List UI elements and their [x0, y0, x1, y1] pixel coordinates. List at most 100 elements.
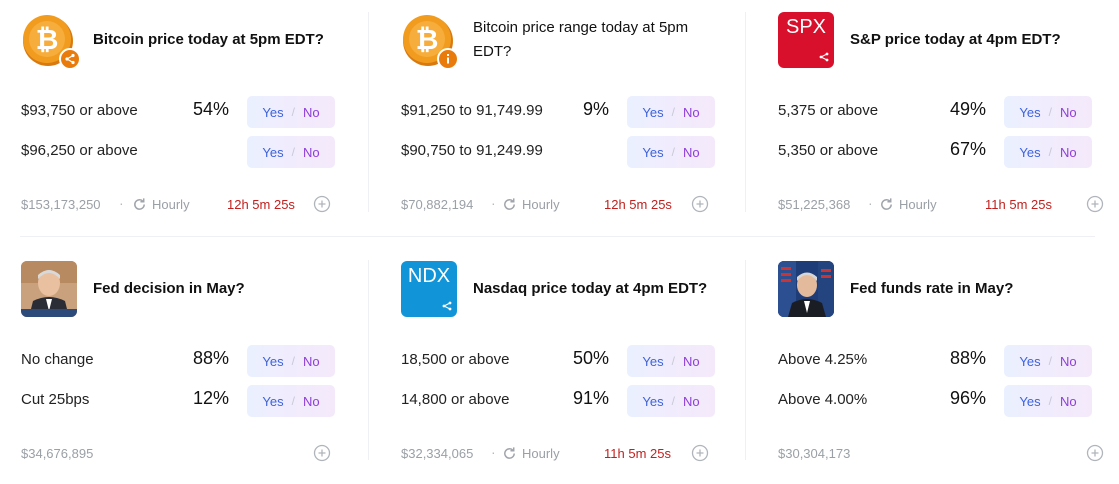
outcome-row: 14,800 or above 91% Yes / No: [401, 385, 715, 417]
outcome-probability: 50%: [572, 348, 609, 368]
no-button[interactable]: No: [1059, 104, 1077, 120]
no-button[interactable]: No: [1059, 144, 1077, 160]
market-card-bitcoin-range[interactable]: ₿ Bitcoin price range today at 5pm EDT? …: [401, 12, 715, 213]
yes-button[interactable]: Yes: [262, 144, 284, 160]
market-footer: $51,225,368 · Hourly 11h 5m 25s: [778, 195, 1104, 215]
recurrence-label: Hourly: [899, 197, 937, 212]
market-title[interactable]: Fed funds rate in May?: [850, 280, 1014, 297]
plus-circle-icon[interactable]: [1086, 195, 1104, 213]
bitcoin-coin-icon: ₿: [21, 12, 81, 70]
outcome-label: Above 4.25%: [778, 351, 868, 368]
yes-no-buttons: Yes / No: [247, 345, 335, 377]
no-button[interactable]: No: [682, 353, 700, 369]
column-divider: [368, 12, 369, 212]
no-button[interactable]: No: [302, 104, 320, 120]
market-card-fed-funds-rate[interactable]: Fed funds rate in May? Above 4.25% 88% Y…: [778, 261, 1104, 462]
plus-circle-icon[interactable]: [313, 444, 331, 462]
yes-button[interactable]: Yes: [1019, 144, 1041, 160]
divider-slash: /: [1048, 394, 1052, 408]
separator-dot: ·: [868, 195, 873, 211]
divider-slash: /: [291, 105, 295, 119]
outcome-probability: 49%: [949, 99, 986, 119]
yes-button[interactable]: Yes: [1019, 353, 1041, 369]
outcome-probability: 54%: [192, 99, 229, 119]
market-card-sp500[interactable]: SPX S&P price today at 4pm EDT? 5,375 or…: [778, 12, 1104, 213]
outcome-row: Above 4.25% 88% Yes / No: [778, 345, 1092, 377]
outcome-probability: 96%: [949, 388, 986, 408]
share-icon: [442, 301, 452, 311]
no-button[interactable]: No: [682, 393, 700, 409]
outcome-label: 5,375 or above: [778, 102, 879, 119]
divider-slash: /: [671, 105, 675, 119]
volume-text: $51,225,368: [778, 197, 851, 212]
yes-no-buttons: Yes / No: [1004, 96, 1092, 128]
divider-slash: /: [671, 145, 675, 159]
outcome-row: $96,250 or above Yes / No: [21, 136, 335, 168]
share-badge-icon: [59, 48, 81, 70]
market-title[interactable]: S&P price today at 4pm EDT?: [850, 31, 1061, 48]
no-button[interactable]: No: [302, 144, 320, 160]
market-title[interactable]: Fed decision in May?: [93, 280, 245, 297]
yes-button[interactable]: Yes: [262, 353, 284, 369]
row-divider: [20, 236, 1095, 237]
outcome-row: No change 88% Yes / No: [21, 345, 335, 377]
recurrence: Hourly: [502, 446, 560, 461]
plus-circle-icon[interactable]: [691, 195, 709, 213]
market-card-fed-decision[interactable]: Fed decision in May? No change 88% Yes /…: [21, 261, 335, 462]
countdown-timer: 12h 5m 25s: [227, 197, 295, 212]
no-button[interactable]: No: [1059, 393, 1077, 409]
volume-text: $153,173,250: [21, 197, 101, 212]
outcome-row: 18,500 or above 50% Yes / No: [401, 345, 715, 377]
outcome-probability: 88%: [949, 348, 986, 368]
spx-logo-text: SPX: [785, 16, 827, 38]
outcome-probability: 12%: [192, 388, 229, 408]
yes-no-buttons: Yes / No: [1004, 345, 1092, 377]
divider-slash: /: [671, 354, 675, 368]
refresh-icon: [134, 198, 145, 210]
volume-text: $32,334,065: [401, 446, 474, 461]
no-button[interactable]: No: [1059, 353, 1077, 369]
volume-text: $70,882,194: [401, 197, 474, 212]
no-button[interactable]: No: [302, 393, 320, 409]
yes-no-buttons: Yes / No: [1004, 385, 1092, 417]
market-title[interactable]: Nasdaq price today at 4pm EDT?: [473, 280, 708, 297]
yes-button[interactable]: Yes: [642, 104, 664, 120]
yes-button[interactable]: Yes: [1019, 393, 1041, 409]
plus-circle-icon[interactable]: [313, 195, 331, 213]
yes-button[interactable]: Yes: [642, 144, 664, 160]
outcome-row: 5,350 or above 67% Yes / No: [778, 136, 1092, 168]
yes-button[interactable]: Yes: [262, 393, 284, 409]
no-button[interactable]: No: [302, 353, 320, 369]
yes-button[interactable]: Yes: [1019, 104, 1041, 120]
market-card-bitcoin-price[interactable]: ₿ Bitcoin price today at 5pm EDT? $93,75…: [21, 12, 335, 213]
recurrence-label: Hourly: [522, 446, 560, 461]
volume-text: $30,304,173: [778, 446, 851, 461]
market-footer: $32,334,065 · Hourly 11h 5m 25s: [401, 444, 715, 464]
outcome-row: $91,250 to 91,749.99 9% Yes / No: [401, 96, 715, 128]
bitcoin-coin-icon: ₿: [401, 12, 459, 70]
spx-logo: SPX: [778, 12, 834, 68]
outcome-probability: 91%: [572, 388, 609, 408]
market-title[interactable]: Bitcoin price today at 5pm EDT?: [93, 31, 324, 48]
info-badge-icon: [437, 48, 459, 70]
yes-button[interactable]: Yes: [642, 393, 664, 409]
yes-button[interactable]: Yes: [642, 353, 664, 369]
column-divider: [368, 260, 369, 460]
ndx-logo-text: NDX: [407, 265, 451, 287]
ndx-logo: NDX: [401, 261, 457, 317]
divider-slash: /: [291, 394, 295, 408]
plus-circle-icon[interactable]: [691, 444, 709, 462]
market-card-nasdaq[interactable]: NDX Nasdaq price today at 4pm EDT? 18,50…: [401, 261, 715, 462]
plus-circle-icon[interactable]: [1086, 444, 1104, 462]
refresh-icon: [881, 198, 892, 210]
yes-button[interactable]: Yes: [262, 104, 284, 120]
recurrence-label: Hourly: [522, 197, 560, 212]
outcome-row: Cut 25bps 12% Yes / No: [21, 385, 335, 417]
no-button[interactable]: No: [682, 104, 700, 120]
refresh-icon: [504, 198, 515, 210]
divider-slash: /: [1048, 354, 1052, 368]
outcome-row: $93,750 or above 54% Yes / No: [21, 96, 335, 128]
svg-text:₿: ₿: [416, 23, 439, 56]
no-button[interactable]: No: [682, 144, 700, 160]
market-title[interactable]: Bitcoin price range today at 5pm EDT?: [473, 19, 689, 60]
